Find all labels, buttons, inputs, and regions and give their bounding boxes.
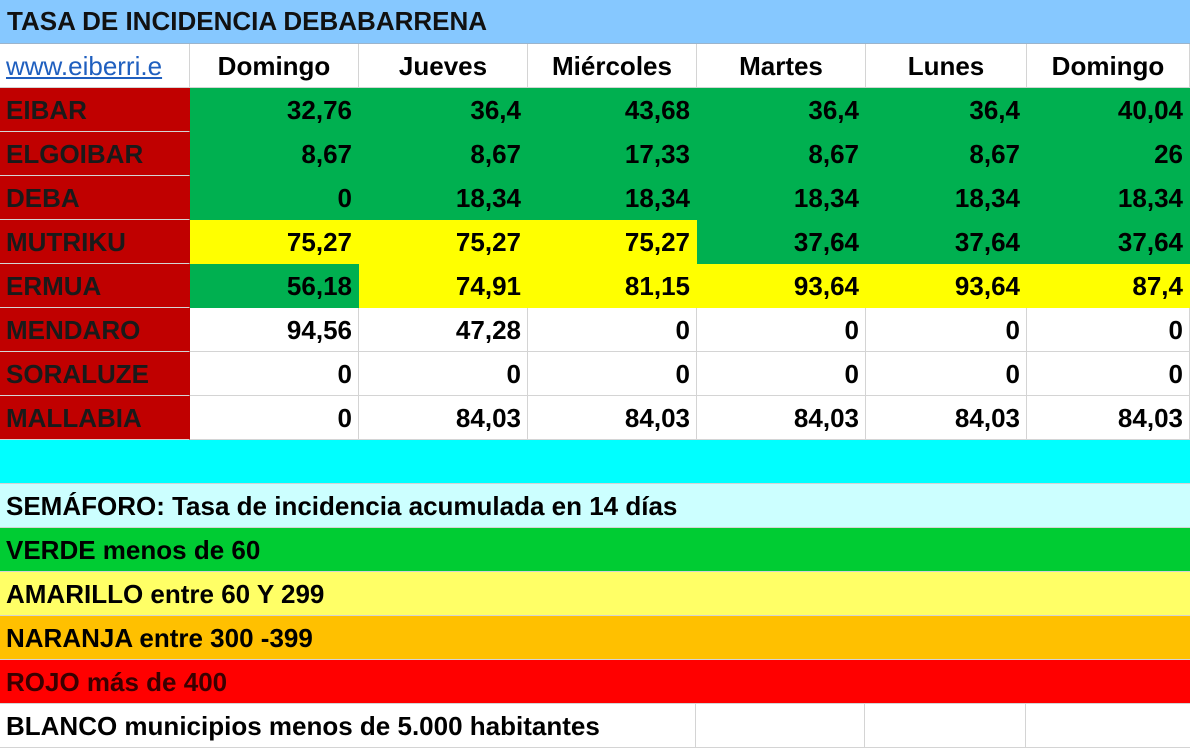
- table-row: ERMUA 56,18 74,91 81,15 93,64 93,64 87,4: [0, 264, 1190, 308]
- municipality-name: SORALUZE: [0, 352, 190, 396]
- incidence-value-cell: 17,33: [528, 132, 697, 176]
- incidence-value-cell: 0: [866, 352, 1027, 396]
- incidence-value-cell: 18,34: [359, 176, 528, 220]
- table-row: DEBA 0 18,34 18,34 18,34 18,34 18,34: [0, 176, 1190, 220]
- column-header: Jueves: [359, 44, 528, 88]
- incidence-value-cell: 56,18: [190, 264, 359, 308]
- incidence-value-cell: 40,04: [1027, 88, 1190, 132]
- incidence-value-cell: 75,27: [359, 220, 528, 264]
- municipality-name: MENDARO: [0, 308, 190, 352]
- incidence-value-cell: 0: [1027, 352, 1190, 396]
- incidence-value-cell: 84,03: [1027, 396, 1190, 440]
- incidence-value-cell: 8,67: [190, 132, 359, 176]
- municipality-name: MALLABIA: [0, 396, 190, 440]
- header-row: www.eiberri.e Domingo Jueves Miércoles Marte…: [0, 44, 1190, 88]
- incidence-value-cell: 0: [190, 396, 359, 440]
- incidence-value-cell: 36,4: [697, 88, 866, 132]
- incidence-value-cell: 84,03: [697, 396, 866, 440]
- legend-amarillo: AMARILLO entre 60 Y 299: [0, 572, 1190, 616]
- incidence-value-cell: 8,67: [697, 132, 866, 176]
- incidence-value-cell: 87,4: [1027, 264, 1190, 308]
- incidence-value-cell: 0: [866, 308, 1027, 352]
- incidence-value-cell: 8,67: [359, 132, 528, 176]
- incidence-value-cell: 75,27: [528, 220, 697, 264]
- column-header: Lunes: [866, 44, 1027, 88]
- legend-blanco: BLANCO municipios menos de 5.000 habitan…: [0, 704, 1190, 748]
- incidence-value-cell: 74,91: [359, 264, 528, 308]
- incidence-value-cell: 37,64: [697, 220, 866, 264]
- column-header: Martes: [697, 44, 866, 88]
- incidence-value-cell: 93,64: [697, 264, 866, 308]
- incidence-value-cell: 8,67: [866, 132, 1027, 176]
- legend-naranja: NARANJA entre 300 -399: [0, 616, 1190, 660]
- municipality-name: DEBA: [0, 176, 190, 220]
- source-link[interactable]: www.eiberri.e: [0, 44, 190, 88]
- table-row: MALLABIA 0 84,03 84,03 84,03 84,03 84,03: [0, 396, 1190, 440]
- incidence-value-cell: 84,03: [528, 396, 697, 440]
- incidence-value-cell: 0: [359, 352, 528, 396]
- title-row: TASA DE INCIDENCIA DEBABARRENA: [0, 0, 1190, 44]
- incidence-value-cell: 37,64: [866, 220, 1027, 264]
- legend-semaforo: SEMÁFORO: Tasa de incidencia acumulada e…: [0, 484, 1190, 528]
- incidence-value-cell: 37,64: [1027, 220, 1190, 264]
- incidence-value-cell: 47,28: [359, 308, 528, 352]
- incidence-value-cell: 43,68: [528, 88, 697, 132]
- incidence-value-cell: 75,27: [190, 220, 359, 264]
- column-header: Domingo: [190, 44, 359, 88]
- table-row: ELGOIBAR 8,67 8,67 17,33 8,67 8,67 26: [0, 132, 1190, 176]
- column-header: Miércoles: [528, 44, 697, 88]
- municipality-name: EIBAR: [0, 88, 190, 132]
- incidence-value-cell: 81,15: [528, 264, 697, 308]
- municipality-name: MUTRIKU: [0, 220, 190, 264]
- municipality-name: ELGOIBAR: [0, 132, 190, 176]
- legend-blanco-text: BLANCO municipios menos de 5.000 habitan…: [6, 711, 600, 741]
- incidence-value-cell: 18,34: [697, 176, 866, 220]
- cyan-separator-row: [0, 440, 1190, 484]
- table-row: EIBAR 32,76 36,4 43,68 36,4 36,4 40,04: [0, 88, 1190, 132]
- incidence-value-cell: 0: [697, 352, 866, 396]
- sheet-title: TASA DE INCIDENCIA DEBABARRENA: [7, 6, 488, 36]
- incidence-value-cell: 18,34: [528, 176, 697, 220]
- incidence-value-cell: 26: [1027, 132, 1190, 176]
- incidence-value-cell: 0: [190, 352, 359, 396]
- table-row: MUTRIKU 75,27 75,27 75,27 37,64 37,64 37,64: [0, 220, 1190, 264]
- incidence-value-cell: 0: [528, 308, 697, 352]
- column-header: Domingo: [1027, 44, 1190, 88]
- incidence-value-cell: 36,4: [359, 88, 528, 132]
- incidence-value-cell: 0: [528, 352, 697, 396]
- source-link-text[interactable]: www.eiberri.e: [6, 51, 163, 81]
- table-row: MENDARO 94,56 47,28 0 0 0 0: [0, 308, 1190, 352]
- municipality-name: ERMUA: [0, 264, 190, 308]
- incidence-value-cell: 94,56: [190, 308, 359, 352]
- incidence-value-cell: 0: [190, 176, 359, 220]
- incidence-value-cell: 93,64: [866, 264, 1027, 308]
- legend-verde: VERDE menos de 60: [0, 528, 1190, 572]
- incidence-value-cell: 36,4: [866, 88, 1027, 132]
- incidence-value-cell: 84,03: [866, 396, 1027, 440]
- incidence-value-cell: 32,76: [190, 88, 359, 132]
- incidence-value-cell: 0: [1027, 308, 1190, 352]
- incidence-value-cell: 0: [697, 308, 866, 352]
- incidence-value-cell: 84,03: [359, 396, 528, 440]
- table-row: SORALUZE 0 0 0 0 0 0: [0, 352, 1190, 396]
- incidence-value-cell: 18,34: [1027, 176, 1190, 220]
- legend-rojo: ROJO más de 400: [0, 660, 1190, 704]
- incidence-value-cell: 18,34: [866, 176, 1027, 220]
